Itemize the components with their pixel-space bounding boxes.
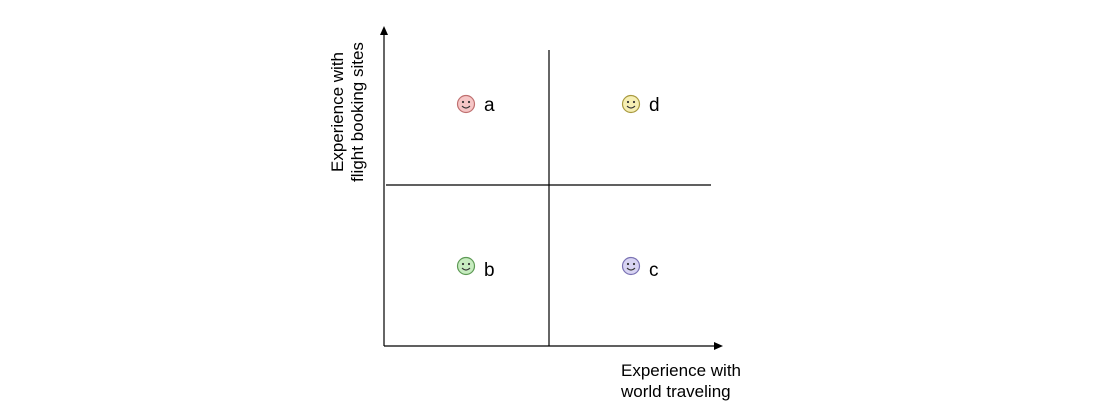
quadrant-label-d: d xyxy=(649,95,660,116)
x-axis-label-line-1: Experience with xyxy=(621,361,741,380)
y-axis-label-line-1: Experience with xyxy=(328,52,347,172)
quadrant-label-a: a xyxy=(484,95,495,116)
smiley-face-icon xyxy=(621,256,641,276)
y-axis-label: Experience with flight booking sites xyxy=(328,42,367,182)
smiley-face-icon xyxy=(621,94,641,114)
y-axis-label-line-2: flight booking sites xyxy=(348,42,367,182)
quadrant-b: b xyxy=(456,256,495,281)
smiley-face-icon xyxy=(456,94,476,114)
quadrant-a: a xyxy=(456,94,495,116)
x-axis-label: Experience with world traveling xyxy=(620,361,741,401)
quadrant-label-b: b xyxy=(484,260,495,281)
x-axis-label-line-2: world traveling xyxy=(620,382,731,401)
smiley-face-icon xyxy=(456,256,476,276)
quadrant-d: d xyxy=(621,94,660,116)
quadrant-label-c: c xyxy=(649,260,659,281)
quadrant-c: c xyxy=(621,256,659,281)
